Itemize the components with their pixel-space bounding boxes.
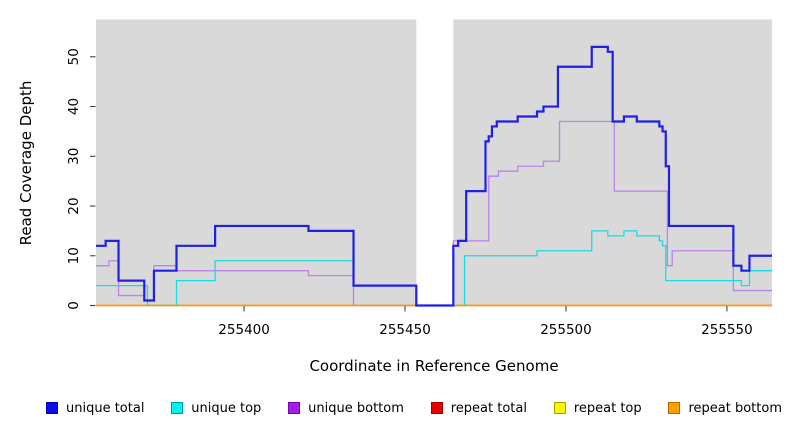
legend-label: unique bottom bbox=[308, 400, 404, 416]
y-axis-ticks: 0 10 20 30 40 50 bbox=[66, 48, 96, 310]
legend-swatch-icon bbox=[171, 402, 184, 414]
legend-item-repeat-bottom: repeat bottom bbox=[668, 401, 782, 416]
x-axis-title: Coordinate in Reference Genome bbox=[309, 357, 558, 375]
y-tick-label: 10 bbox=[66, 247, 82, 264]
x-tick-label: 255450 bbox=[379, 322, 431, 338]
x-tick-label: 255400 bbox=[218, 322, 270, 338]
y-tick-label: 50 bbox=[66, 48, 82, 65]
coverage-gap-region bbox=[416, 14, 454, 311]
y-axis-title: Read Coverage Depth bbox=[17, 81, 35, 246]
series-line-unique-top bbox=[96, 230, 772, 307]
legend-item-unique-top: unique top bbox=[171, 401, 261, 416]
legend-label: unique total bbox=[66, 400, 145, 416]
legend-swatch-icon bbox=[288, 402, 301, 414]
legend-item-unique-total: unique total bbox=[46, 401, 144, 416]
legend-swatch-icon bbox=[553, 402, 566, 414]
legend-label: repeat top bbox=[573, 400, 642, 416]
legend-label: unique top bbox=[191, 400, 262, 416]
y-tick-label: 30 bbox=[66, 148, 82, 165]
y-tick-label: 0 bbox=[66, 301, 82, 310]
legend-swatch-icon bbox=[430, 402, 443, 414]
chart-legend: unique total unique top unique bottom repea… bbox=[46, 396, 782, 420]
series-lines bbox=[96, 45, 772, 307]
legend-item-repeat-top: repeat top bbox=[553, 400, 642, 416]
y-tick-label: 20 bbox=[66, 197, 82, 214]
y-tick-label: 40 bbox=[66, 98, 82, 115]
legend-item-repeat-total: repeat total bbox=[430, 400, 527, 416]
series-line-unique-total bbox=[96, 45, 772, 307]
x-axis-ticks: 255400 255450 255500 255550 bbox=[218, 306, 753, 338]
legend-swatch-icon bbox=[46, 402, 58, 414]
x-tick-label: 255500 bbox=[540, 322, 592, 338]
x-tick-label: 255550 bbox=[701, 322, 753, 338]
legend-label: repeat total bbox=[450, 400, 527, 416]
legend-item-unique-bottom: unique bottom bbox=[288, 401, 404, 416]
legend-label: repeat bottom bbox=[688, 400, 782, 416]
legend-swatch-icon bbox=[668, 402, 681, 414]
